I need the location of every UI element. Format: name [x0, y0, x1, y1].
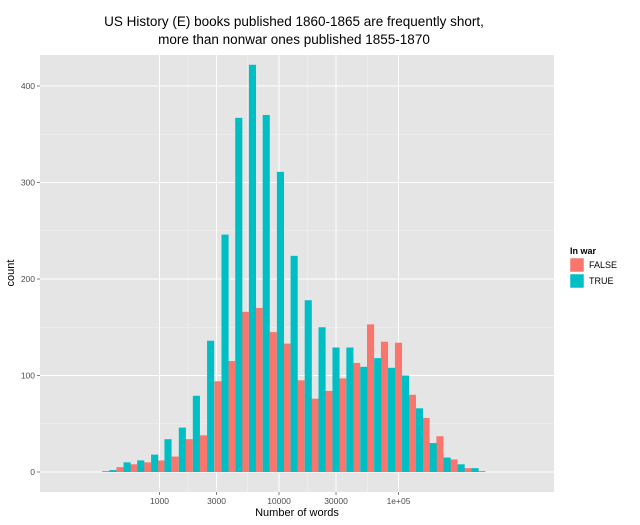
y-tick-label: 0: [30, 467, 35, 477]
bar-false: [214, 381, 222, 472]
bar-false: [380, 341, 389, 472]
bar-false: [116, 467, 124, 472]
bar-true: [318, 327, 326, 472]
bar-false: [408, 394, 416, 472]
bar-true: [178, 427, 186, 472]
legend-label-false: FALSE: [589, 260, 617, 270]
bars: [102, 64, 486, 473]
bar-true: [192, 395, 200, 472]
bar-true: [248, 64, 257, 473]
chart-title-line-2: more than nonwar ones published 1855-187…: [158, 32, 430, 47]
bar-false: [269, 332, 277, 472]
bar-true: [109, 470, 117, 472]
bar-true: [137, 460, 145, 472]
bar-true: [443, 457, 451, 472]
bar-true: [164, 439, 172, 472]
chart-title-line-1: US History (E) books published 1860-1865…: [104, 14, 484, 29]
bar-true: [262, 114, 270, 472]
bar-false: [297, 380, 305, 472]
bar-false: [325, 390, 333, 472]
bar-false: [185, 439, 193, 472]
bar-false: [143, 462, 152, 472]
bar-true: [429, 443, 437, 472]
bar-true: [360, 366, 368, 472]
legend: In war FALSE TRUE: [569, 246, 617, 289]
bar-true: [207, 340, 215, 472]
y-axis-title: count: [5, 260, 17, 287]
legend-swatch-true: [569, 273, 585, 289]
x-tick-label: 1e+05: [387, 496, 411, 506]
bar-true: [276, 171, 285, 472]
bar-true: [346, 347, 354, 472]
bar-true: [388, 367, 396, 472]
bar-false: [450, 459, 458, 472]
bar-true: [457, 464, 465, 472]
bar-false: [436, 436, 444, 472]
legend-title: In war: [570, 246, 597, 256]
y-tick-label: 100: [21, 371, 35, 381]
bar-true: [304, 300, 312, 472]
legend-label-true: TRUE: [589, 276, 614, 286]
x-axis-ticks: 1000 3000 10000 30000 1e+05: [150, 492, 411, 506]
bar-true: [151, 454, 159, 472]
bar-false: [255, 307, 263, 472]
bar-false: [478, 471, 486, 472]
bar-false: [311, 398, 319, 472]
bar-false: [228, 361, 236, 472]
x-axis-title: Number of words: [255, 507, 339, 519]
bar-false: [102, 471, 110, 472]
y-tick-label: 200: [21, 274, 35, 284]
bar-true: [402, 375, 410, 472]
bar-false: [353, 362, 361, 472]
bar-false: [283, 343, 291, 472]
bar-false: [199, 435, 208, 472]
bar-true: [415, 408, 424, 472]
bar-false: [394, 342, 403, 472]
bar-true: [290, 255, 298, 472]
bar-false: [171, 456, 179, 472]
bar-false: [422, 417, 430, 472]
bar-false: [130, 464, 138, 472]
bar-true: [221, 234, 229, 472]
bar-false: [241, 311, 249, 472]
bar-true: [471, 468, 479, 472]
y-tick-label: 300: [21, 178, 35, 188]
bar-false: [464, 468, 472, 472]
y-axis-ticks: 0 100 200 300 400: [21, 81, 40, 477]
y-tick-label: 400: [21, 81, 35, 91]
x-tick-label: 3000: [207, 496, 226, 506]
bar-true: [332, 347, 340, 472]
bar-false: [157, 460, 165, 472]
bar-false: [339, 378, 347, 472]
bar-false: [367, 324, 375, 472]
bar-true: [235, 117, 243, 472]
bar-true: [123, 462, 131, 472]
legend-swatch-false: [569, 257, 585, 273]
bar-true: [374, 358, 382, 472]
x-tick-label: 30000: [324, 496, 348, 506]
x-tick-label: 1000: [150, 496, 169, 506]
x-tick-label: 10000: [267, 496, 291, 506]
